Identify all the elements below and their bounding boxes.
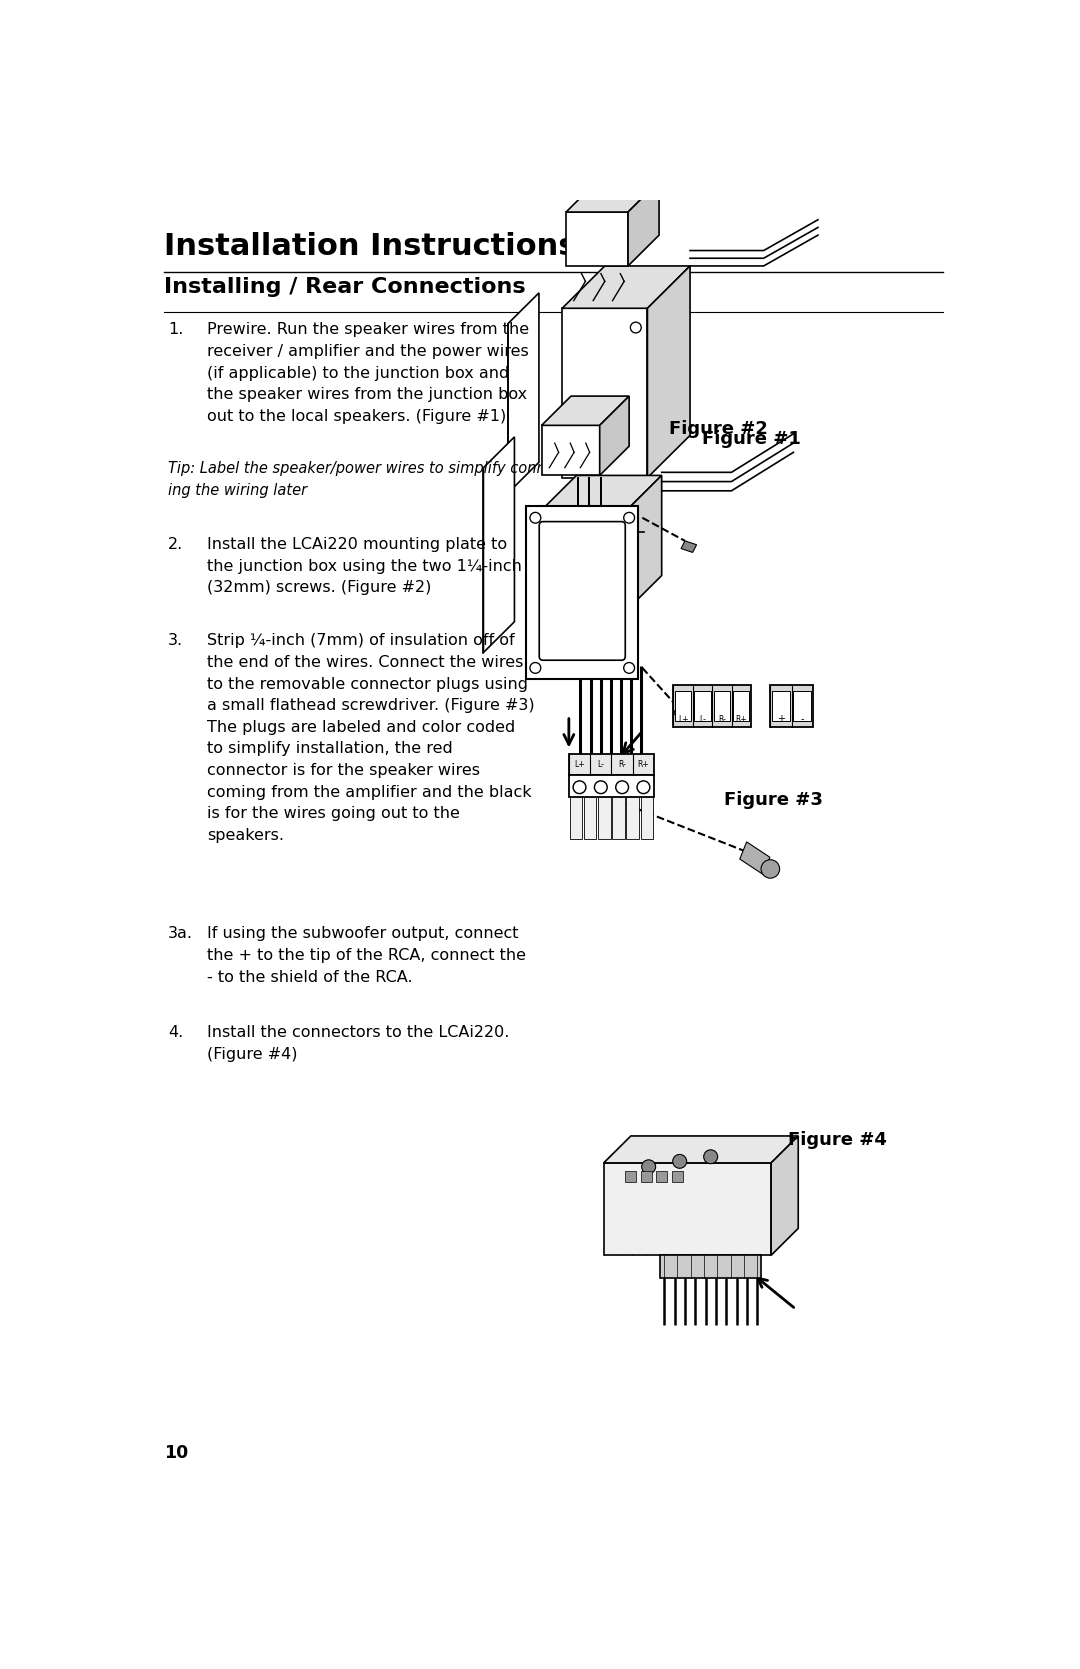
Bar [569,754,654,776]
Text: Figure #4: Figure #4 [788,1132,887,1148]
Polygon shape [647,265,690,477]
Bar [660,1255,761,1278]
Text: Prewire. Run the speaker wires from the
receiver / amplifier and the power wires: Prewire. Run the speaker wires from the … [207,322,529,424]
Bar [626,796,639,840]
Text: L+: L+ [575,761,584,769]
Circle shape [704,1150,717,1163]
Text: Figure #2: Figure #2 [670,421,768,439]
Polygon shape [604,1137,798,1163]
Bar [584,796,596,840]
Bar [569,796,582,840]
Text: If using the subwoofer output, connect
the + to the tip of the RCA, connect the
: If using the subwoofer output, connect t… [207,926,526,985]
Polygon shape [541,396,630,426]
Text: R+: R+ [735,716,747,724]
Polygon shape [681,541,697,552]
Polygon shape [508,292,539,492]
Bar [657,1172,667,1182]
Text: R-: R- [618,761,626,769]
Circle shape [761,860,780,878]
Text: L+: L+ [678,716,688,724]
Bar [770,684,813,728]
Circle shape [642,1160,656,1173]
Polygon shape [563,265,690,309]
Bar [714,691,730,721]
Polygon shape [743,1153,767,1163]
Text: R-: R- [718,716,726,724]
Polygon shape [646,1153,669,1163]
Polygon shape [688,1153,711,1163]
Text: L-: L- [699,716,706,724]
Bar [793,691,811,721]
Polygon shape [623,476,662,614]
Text: L-: L- [597,761,604,769]
Polygon shape [618,1153,640,1163]
Bar [563,309,647,477]
Polygon shape [715,1153,739,1163]
Text: 10: 10 [164,1444,189,1462]
Text: 3a.: 3a. [168,926,193,941]
Text: R+: R+ [637,761,649,769]
Text: Installation Instructions: Installation Instructions [164,232,577,262]
Text: Install the connectors to the LCAi220.
(Figure #4): Install the connectors to the LCAi220. (… [207,1025,510,1061]
Polygon shape [729,1153,753,1163]
Polygon shape [629,182,659,265]
Text: Figure #1: Figure #1 [702,431,800,449]
Bar [598,796,610,840]
Polygon shape [740,841,770,875]
Polygon shape [538,476,662,514]
Polygon shape [604,1153,627,1163]
Text: Strip ¼-inch (7mm) of insulation off of
the end of the wires. Connect the wires
: Strip ¼-inch (7mm) of insulation off of … [207,633,535,843]
Polygon shape [599,396,630,476]
Bar [640,796,653,840]
Text: 1.: 1. [168,322,184,337]
Bar [674,684,751,728]
Text: Installing / Rear Connections: Installing / Rear Connections [164,277,526,297]
Bar [612,796,625,840]
Bar [733,691,750,721]
Polygon shape [674,1153,697,1163]
Text: 2.: 2. [168,537,184,552]
Text: Figure #3: Figure #3 [724,791,823,809]
Polygon shape [660,1153,683,1163]
Bar [526,506,638,679]
Text: +: + [777,714,785,724]
Bar [772,691,791,721]
Bar [566,212,629,265]
Bar [541,426,599,476]
Polygon shape [484,437,514,653]
Bar [640,1172,651,1182]
Bar [675,691,691,721]
Bar [694,691,711,721]
Bar [625,1172,636,1182]
Text: 4.: 4. [168,1025,184,1040]
Text: -: - [800,714,805,724]
Bar [604,1163,771,1255]
Bar [569,776,654,796]
Bar [672,1172,683,1182]
Text: Install the LCAi220 mounting plate to
the junction box using the two 1¼-inch
(32: Install the LCAi220 mounting plate to th… [207,537,522,596]
Polygon shape [566,182,659,212]
Polygon shape [771,1137,798,1255]
Polygon shape [757,1153,781,1163]
Bar [538,514,623,614]
Polygon shape [701,1153,725,1163]
Text: Tip: Label the speaker/power wires to simplify connect-
ing the wiring later: Tip: Label the speaker/power wires to si… [168,461,573,497]
Polygon shape [632,1153,654,1163]
Polygon shape [673,706,689,718]
Circle shape [673,1155,687,1168]
Text: 3.: 3. [168,633,184,648]
